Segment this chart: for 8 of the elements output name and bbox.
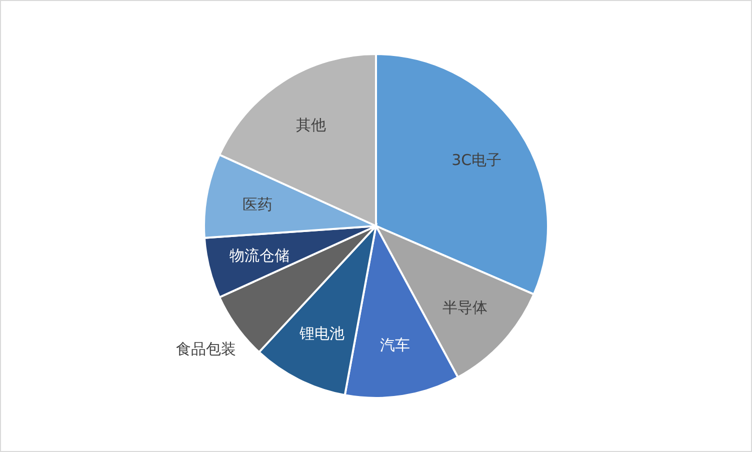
slice-label: 医药	[242, 196, 273, 214]
slice-label: 半导体	[442, 298, 488, 316]
slice-label: 其他	[296, 116, 326, 134]
slice-label: 物流仓储	[229, 246, 290, 265]
slice-label: 汽车	[380, 336, 410, 354]
slice-label: 食品包装	[176, 340, 236, 358]
slice-label: 3C电子	[452, 150, 502, 169]
slice-label: 锂电池	[298, 324, 345, 343]
